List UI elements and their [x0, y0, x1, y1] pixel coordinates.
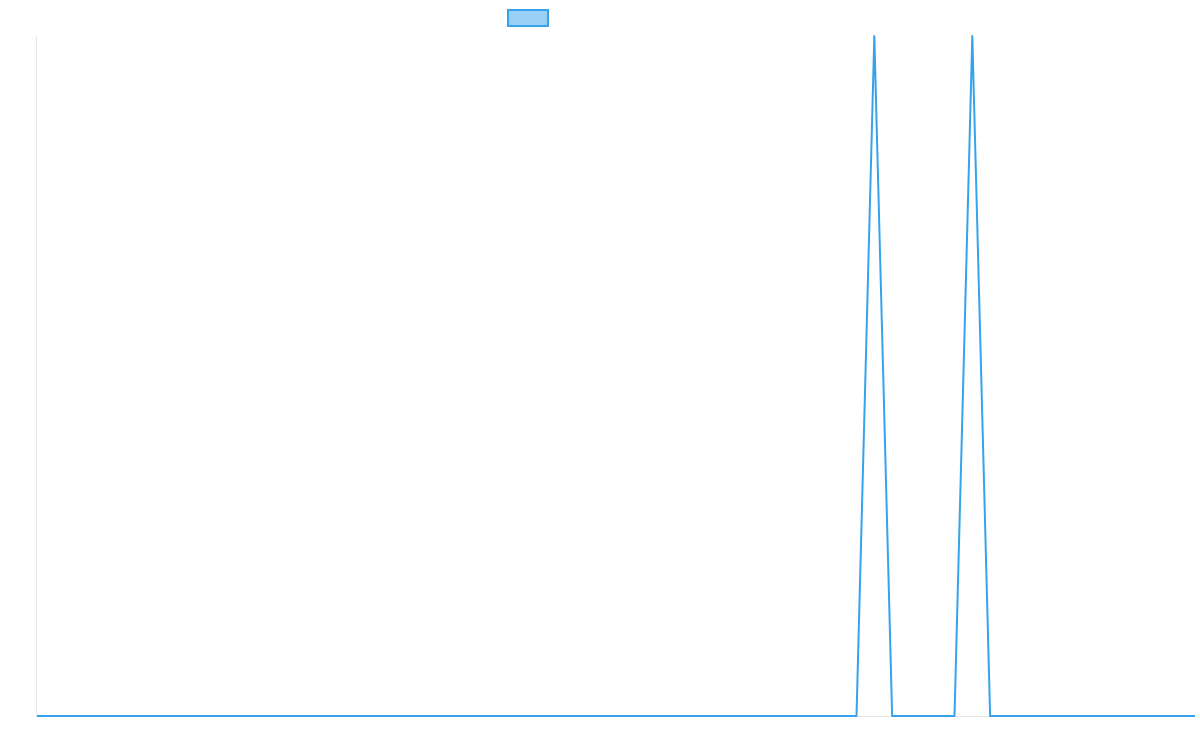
legend[interactable] — [507, 9, 549, 27]
legend-swatch[interactable] — [507, 9, 549, 27]
series-layer — [37, 35, 1195, 717]
series-line-0[interactable] — [37, 35, 1195, 717]
